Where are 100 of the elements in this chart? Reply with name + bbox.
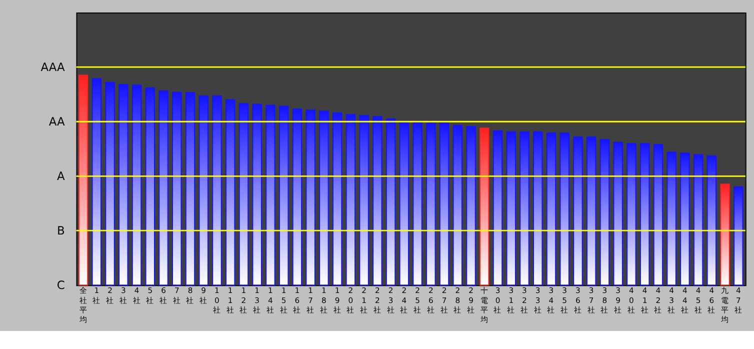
bar [332,112,342,286]
bar [105,82,115,286]
x-tick-label: 40社 [627,286,636,314]
bar [185,92,196,286]
bar [520,131,530,286]
bar [573,136,583,286]
x-tick-label: 41社 [640,286,649,314]
x-tick-label: 6社 [159,286,168,305]
x-tick-label: 36社 [574,286,582,314]
x-tick-label: 27社 [440,286,448,314]
bar [279,106,289,286]
bar [560,132,570,286]
x-tick-label: 31社 [507,286,516,314]
x-tick-label: 18社 [320,286,328,314]
ref-line-label: A [56,169,65,183]
ref-line-label: AA [48,114,65,128]
x-tick-label: 23社 [386,286,395,314]
bar [238,103,249,286]
bar [680,152,690,286]
bar [252,104,262,286]
ref-line-label: AAA [40,60,66,74]
bar [480,128,490,286]
x-tick-label: 11社 [226,286,234,314]
bar [693,154,704,286]
x-tick-label: 45社 [694,286,702,314]
bar [158,90,168,286]
x-tick-label: 21社 [360,286,368,314]
bar [346,114,356,286]
x-tick-label: 28社 [454,286,462,314]
x-tick-label: 全社平均 [78,286,88,324]
x-tick-label: 22社 [373,286,382,314]
x-tick-label: 24社 [400,286,408,314]
x-tick-label: 34社 [547,286,556,314]
bar [198,96,208,286]
x-tick-label: 十電平均 [479,286,488,324]
bar [600,138,610,286]
x-tick-label: 1社 [92,286,101,305]
bar [292,108,302,286]
x-tick-label: 7社 [172,286,181,305]
x-tick-label: 37社 [587,286,596,314]
bar [492,130,503,286]
x-tick-label: 38社 [600,286,609,314]
bar [466,126,476,286]
x-tick-label: 5社 [146,286,154,305]
x-tick-label: 42社 [654,286,662,314]
x-tick-label: 29社 [467,286,476,314]
bar [386,118,396,286]
bar [720,184,730,286]
x-tick-label: 20社 [346,286,355,314]
bar [666,152,676,286]
bar [439,122,450,286]
bar [399,121,409,286]
x-tick-label: 12社 [240,286,248,314]
bar [626,142,636,286]
bar [132,84,142,286]
ref-line-label: B [56,223,65,238]
bar [359,115,369,286]
x-tick-label: 2社 [106,286,114,305]
x-tick-label: 33社 [534,286,542,314]
x-tick-label: 47社 [734,286,742,314]
bar [426,122,436,286]
bar [412,122,422,286]
bar [653,144,664,286]
x-tick-label: 九電平均 [720,286,730,324]
bar [372,116,382,286]
bar [212,96,222,286]
bar [319,110,329,286]
x-tick-label: 15社 [280,286,288,314]
x-tick-label: 14社 [266,286,274,314]
text: C [56,278,65,292]
x-tick-label: 13社 [253,286,262,314]
x-tick-label: 32社 [520,286,528,314]
x-tick-label: 44社 [680,286,689,314]
bar [118,84,128,286]
x-tick-label: 46社 [708,286,716,314]
bar [78,74,88,286]
x-tick-label: 4社 [132,286,141,305]
x-tick-label: 3社 [119,286,128,305]
x-tick-label: 8社 [186,286,194,305]
x-tick-label: 9社 [200,286,208,305]
bar [92,78,102,286]
bar [706,155,716,286]
x-tick-label: 26社 [426,286,435,314]
x-tick-label: 30社 [494,286,502,314]
bar [266,104,276,286]
bar [586,136,596,286]
bar [452,124,462,286]
x-tick-label: 19社 [333,286,342,314]
bar [546,132,556,286]
bar [640,142,650,286]
bar [613,142,623,286]
x-tick-label: 17社 [306,286,315,314]
bar [145,87,155,286]
bar [306,110,316,286]
x-tick-label: 39社 [614,286,622,314]
bar [734,186,744,286]
x-tick-label: 25社 [414,286,422,314]
x-tick-label: 10社 [212,286,221,314]
bar [172,92,182,286]
bar [533,131,543,286]
